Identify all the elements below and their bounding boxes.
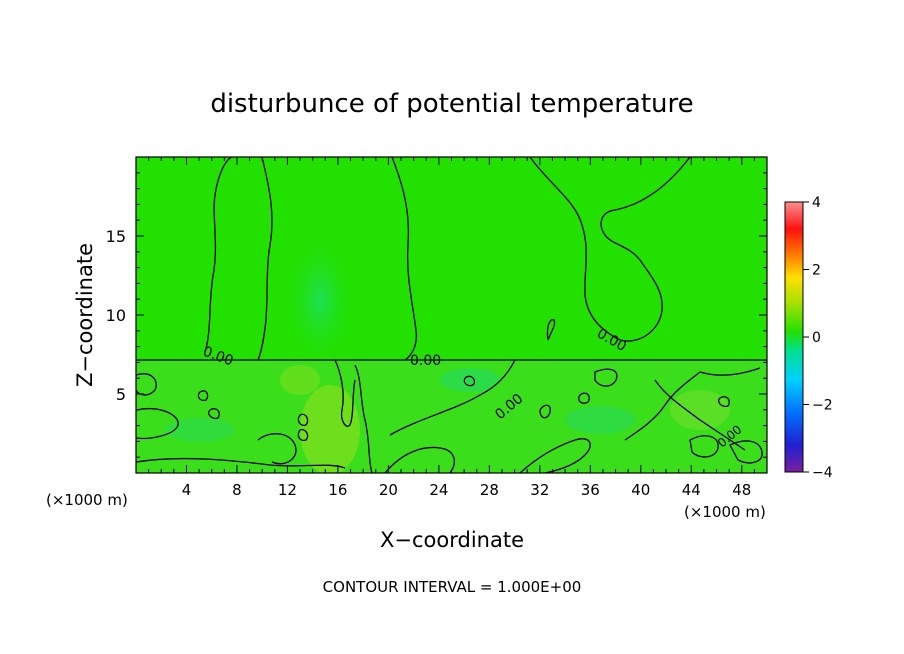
contour-line	[389, 359, 516, 436]
contour-line	[197, 390, 209, 402]
contour-line	[257, 157, 273, 361]
colorbar-tick-label: −4	[812, 465, 833, 481]
contour-line	[519, 438, 591, 473]
colorbar-ticks: 4 2 0 −2 −4	[803, 195, 833, 481]
contour-label: 0.00	[410, 353, 441, 369]
contour-line	[204, 157, 233, 353]
colorbar-gradient	[784, 201, 804, 473]
warm-patch	[280, 365, 320, 395]
y-tick-label: 10	[106, 306, 126, 325]
chart-title: disturbunce of potential temperature	[210, 89, 693, 119]
x-axis-label: X−coordinate	[380, 528, 524, 552]
contour-line	[578, 392, 590, 404]
contour-line	[136, 457, 346, 469]
warm-patch	[300, 385, 360, 473]
contour-line	[689, 435, 719, 458]
y-axis: 5 10 15	[106, 172, 767, 458]
contour-line	[384, 446, 455, 473]
heatmap-field	[136, 157, 767, 473]
x-unit-left: (×1000 m)	[46, 491, 128, 509]
x-unit-right: (×1000 m)	[684, 503, 766, 521]
y-axis-label: Z−coordinate	[73, 243, 97, 387]
x-tick-label: 40	[631, 481, 650, 499]
colorbar: 4 2 0 −2 −4	[784, 195, 833, 481]
colorbar-tick-label: 4	[812, 195, 821, 211]
contour-line	[463, 375, 476, 387]
plume-region	[282, 230, 358, 370]
contour-line	[354, 364, 373, 473]
contour-line	[391, 157, 418, 361]
x-tick-label: 8	[232, 481, 242, 499]
contour-line	[529, 157, 691, 342]
contour-line	[729, 440, 763, 464]
warm-patch	[670, 390, 730, 430]
colorbar-tick-label: −2	[812, 398, 833, 414]
contour-interval-note: CONTOUR INTERVAL = 1.000E+00	[323, 578, 582, 596]
y-tick-label: 15	[106, 227, 126, 246]
cool-patch	[440, 368, 500, 392]
contour-line	[297, 413, 309, 426]
contour-line	[539, 404, 551, 419]
y-tick-label: 5	[116, 385, 126, 404]
x-tick-label: 36	[581, 481, 600, 499]
contour-line	[257, 433, 297, 465]
x-tick-label: 44	[682, 481, 701, 499]
contour-line	[208, 408, 220, 420]
x-tick-label: 4	[182, 481, 192, 499]
colorbar-tick-label: 0	[812, 330, 821, 346]
x-tick-label: 24	[429, 481, 448, 499]
cool-patch	[165, 418, 235, 442]
x-tick-label: 48	[732, 481, 751, 499]
contour-line	[594, 368, 618, 387]
colorbar-tick-label: 2	[812, 263, 821, 279]
contour-line	[546, 319, 556, 341]
x-tick-label: 28	[480, 481, 499, 499]
contour-line	[699, 367, 761, 376]
x-tick-label: 20	[379, 481, 398, 499]
contour-line	[297, 429, 309, 442]
x-axis: 4 8 12 16 20 24 28 32 36 40 44 48	[148, 157, 755, 499]
contour-line	[624, 371, 701, 441]
contour-line	[654, 379, 746, 451]
x-tick-label: 12	[278, 481, 297, 499]
contour-line	[136, 408, 179, 440]
cool-patch	[565, 406, 635, 434]
contour-line	[718, 396, 730, 408]
x-tick-label: 16	[328, 481, 347, 499]
x-tick-label: 32	[530, 481, 549, 499]
contour-line	[334, 359, 356, 427]
